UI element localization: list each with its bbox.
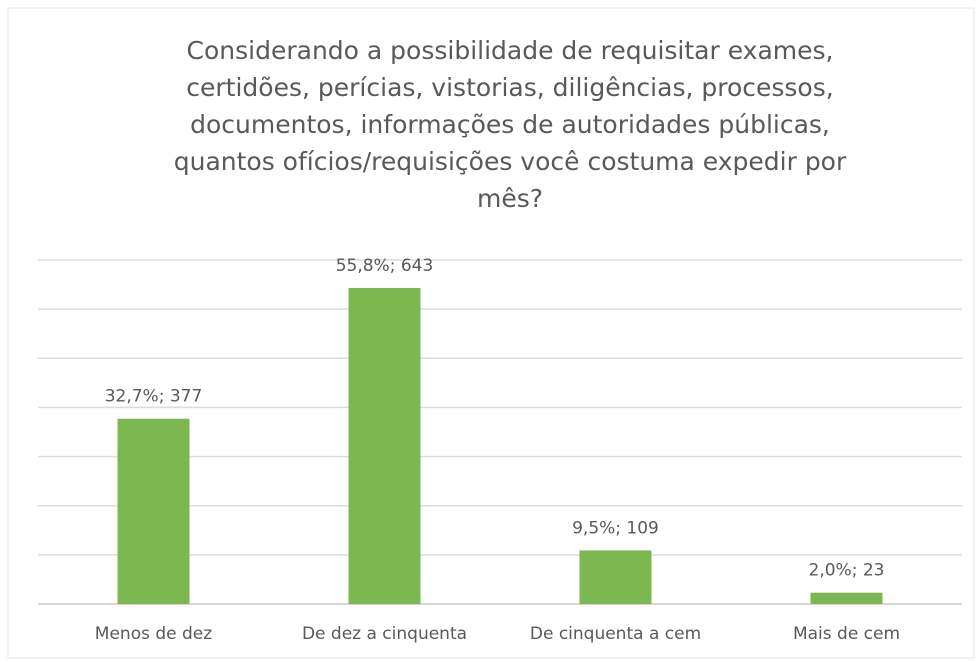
x-tick-label: De dez a cinquenta [302, 624, 467, 644]
bar [579, 550, 652, 604]
bar [810, 592, 883, 604]
chart-title: certidões, perícias, vistorias, diligênc… [186, 73, 833, 102]
data-label: 2,0%; 23 [809, 561, 885, 581]
chart-title: documentos, informações de autoridades p… [190, 110, 830, 139]
chart-title: Considerando a possibilidade de requisit… [187, 36, 834, 65]
bar [117, 418, 190, 604]
data-label: 55,8%; 643 [336, 256, 434, 276]
bar [348, 288, 421, 604]
x-tick-label: De cinquenta a cem [530, 624, 701, 644]
chart-title: mês? [477, 184, 543, 213]
chart-title: quantos ofícios/requisições você costuma… [174, 147, 847, 176]
data-label: 32,7%; 377 [105, 387, 203, 407]
data-label: 9,5%; 109 [572, 518, 659, 538]
x-tick-label: Menos de dez [95, 624, 212, 644]
x-tick-label: Mais de cem [793, 624, 900, 644]
